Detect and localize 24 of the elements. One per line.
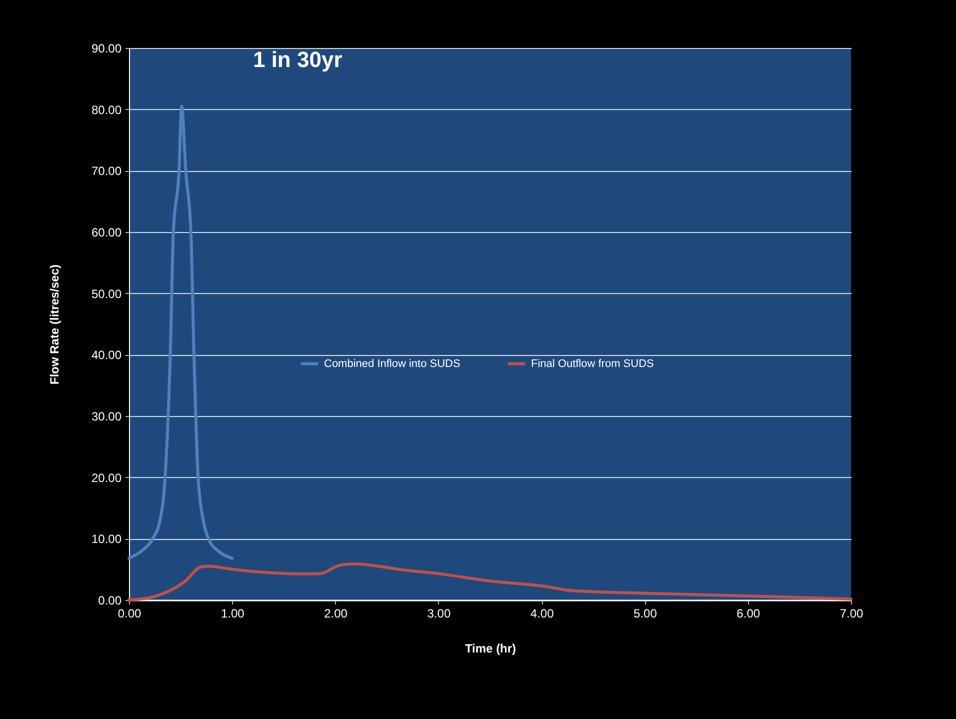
- line-series: [128, 104, 234, 560]
- y-tick-label: 60.00: [91, 226, 122, 240]
- y-tick-label: 30.00: [91, 410, 122, 424]
- y-axis-title: Flow Rate (litres/sec): [47, 264, 62, 385]
- chart-title: 1 in 30yr: [252, 47, 343, 72]
- y-tick-label: 10.00: [91, 532, 122, 546]
- x-tick-label: 6.00: [736, 606, 760, 620]
- x-tick-label: 2.00: [324, 606, 348, 620]
- y-tick-label: 20.00: [91, 470, 122, 485]
- y-tick-label: 80.00: [91, 102, 122, 117]
- x-tick-label: 0.00: [118, 606, 142, 620]
- legend-label: Combined Inflow into SUDS: [324, 358, 460, 370]
- x-tick-label: 7.00: [840, 606, 864, 620]
- y-tick-label: 90.00: [91, 42, 122, 56]
- y-tick-label: 0.00: [98, 594, 122, 608]
- y-tick-label: 50.00: [91, 286, 122, 301]
- y-tick-label: 40.00: [91, 348, 122, 362]
- x-tick-label: 3.00: [427, 606, 451, 620]
- legend-label: Final Outflow from SUDS: [531, 358, 654, 370]
- x-axis-title: Time (hr): [464, 642, 516, 656]
- x-tick-label: 4.00: [530, 606, 554, 620]
- y-tick-label: 70.00: [91, 164, 122, 178]
- x-tick-label: 5.00: [634, 606, 658, 620]
- x-tick-label: 1.00: [220, 606, 245, 620]
